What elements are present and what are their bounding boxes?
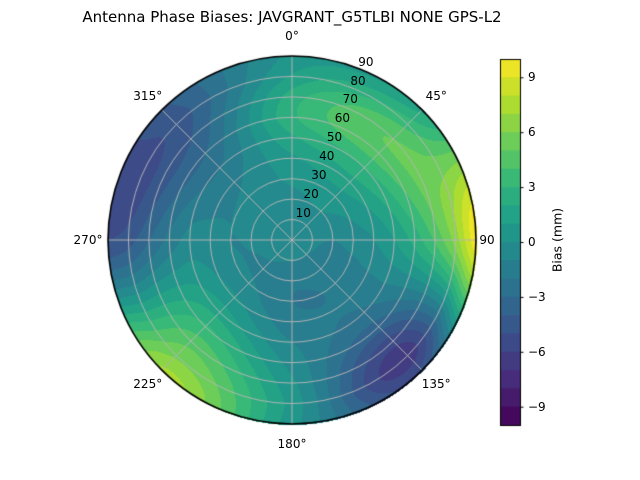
colorbar-tick-m9: −9 (528, 399, 546, 414)
colorbar-tick-0: 0 (528, 235, 536, 249)
r-label-20: 20 (303, 186, 319, 201)
colorbar-axis-label: Bias (mm) (549, 207, 565, 273)
theta-label-315: 315° (133, 88, 163, 103)
r-label-60: 60 (334, 111, 351, 126)
theta-label-90: 90 (479, 233, 495, 247)
r-label-80: 80 (350, 73, 366, 88)
r-label-30: 30 (311, 168, 327, 183)
r-label-10: 10 (295, 205, 311, 220)
theta-label-270: 270° (73, 233, 103, 247)
colorbar-tick-3: 3 (528, 180, 536, 195)
r-label-50: 50 (326, 130, 343, 145)
colorbar-tick-9: 9 (528, 70, 536, 85)
theta-label-135: 135° (421, 377, 451, 392)
r-label-40: 40 (319, 149, 335, 164)
colorbar-tick-m3: −3 (528, 289, 546, 304)
theta-label-45: 45° (425, 88, 447, 103)
chart-title: Antenna Phase Biases: JAVGRANT_G5TLBI NO… (82, 8, 502, 26)
r-label-90: 90 (358, 54, 374, 69)
theta-label-0: 0° (285, 29, 299, 43)
theta-label-225: 225° (133, 377, 163, 392)
colorbar-tick-m6: −6 (528, 344, 546, 359)
r-label-70: 70 (342, 92, 358, 107)
colorbar-tick-6: 6 (528, 125, 536, 140)
theta-label-180: 180° (277, 437, 307, 451)
